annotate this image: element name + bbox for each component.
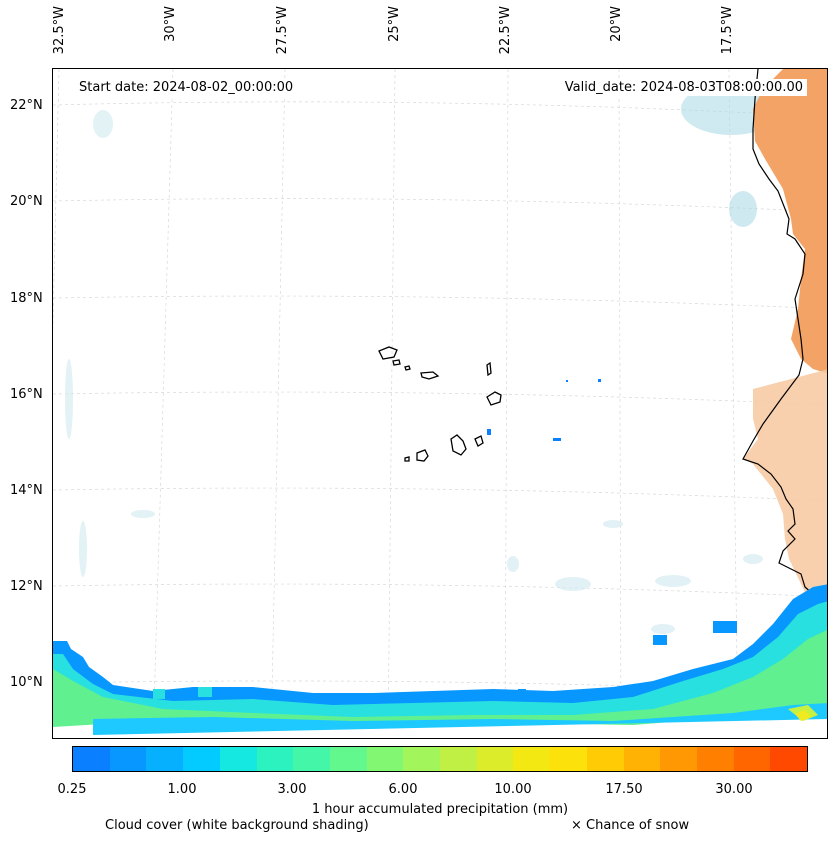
map-canvas xyxy=(53,69,827,738)
snow-legend: × Chance of snow xyxy=(571,818,690,833)
colorbar-swatch xyxy=(403,747,441,771)
land-shading xyxy=(753,69,827,374)
lat-label-20n: 20°N xyxy=(10,194,43,209)
lat-label-22n: 22°N xyxy=(10,98,43,113)
lon-label-17-5w: 17.5°W xyxy=(720,6,735,55)
colorbar-swatch xyxy=(146,747,184,771)
lon-label-27-5w: 27.5°W xyxy=(275,6,290,55)
colorbar-swatch xyxy=(109,747,147,771)
cape-verde-islands xyxy=(378,346,502,462)
colorbar-swatch xyxy=(329,747,367,771)
colorbar-swatch xyxy=(696,747,734,771)
colorbar-swatch xyxy=(366,747,404,771)
start-date-label: Start date: 2024-08-02_00:00:00 xyxy=(75,79,298,96)
lat-label-14n: 14°N xyxy=(10,483,43,498)
lon-label-32-5w: 32.5°W xyxy=(52,6,67,55)
colorbar-tick: 6.00 xyxy=(388,782,418,797)
colorbar-tick: 10.00 xyxy=(494,782,532,797)
lon-label-20w: 20°W xyxy=(609,6,624,42)
lon-label-22-5w: 22.5°W xyxy=(498,6,513,55)
colorbar-swatch xyxy=(660,747,697,771)
colorbar-tick: 17.50 xyxy=(605,782,643,797)
colorbar-tick: 30.00 xyxy=(715,782,753,797)
valid-date-label: Valid_date: 2024-08-03T08:00:00.00 xyxy=(560,79,807,96)
graticule xyxy=(53,69,827,738)
lat-label-18n: 18°N xyxy=(10,291,43,306)
lon-label-25w: 25°W xyxy=(387,6,402,42)
colorbar-swatch xyxy=(183,747,220,771)
colorbar-tick: 1.00 xyxy=(167,782,197,797)
colorbar-swatch xyxy=(623,747,661,771)
colorbar-label: 1 hour accumulated precipitation (mm) xyxy=(311,802,569,817)
colorbar-swatch xyxy=(440,747,477,771)
precipitation-colorbar xyxy=(72,746,808,772)
colorbar-swatch xyxy=(550,747,587,771)
colorbar-swatch xyxy=(513,747,551,771)
coastline xyxy=(742,69,827,613)
colorbar-swatch xyxy=(733,747,771,771)
lat-label-12n: 12°N xyxy=(10,579,43,594)
cloud-cover-shading xyxy=(65,110,763,634)
colorbar-swatch xyxy=(476,747,514,771)
cloud-cover-legend: Cloud cover (white background shading) xyxy=(105,818,369,833)
colorbar-swatch xyxy=(586,747,624,771)
colorbar-swatch xyxy=(73,747,110,771)
precipitation-band xyxy=(53,584,827,738)
colorbar-swatch xyxy=(293,747,330,771)
precip-specks xyxy=(487,379,601,441)
colorbar-swatch xyxy=(219,747,257,771)
map-panel: Start date: 2024-08-02_00:00:00 Valid_da… xyxy=(52,68,828,739)
lat-label-16n: 16°N xyxy=(10,387,43,402)
lat-label-10n: 10°N xyxy=(10,675,43,690)
colorbar-tick: 3.00 xyxy=(277,782,307,797)
colorbar-swatch xyxy=(770,747,808,771)
colorbar-swatch xyxy=(256,747,294,771)
lon-label-30w: 30°W xyxy=(163,6,178,42)
colorbar-tick: 0.25 xyxy=(57,782,87,797)
